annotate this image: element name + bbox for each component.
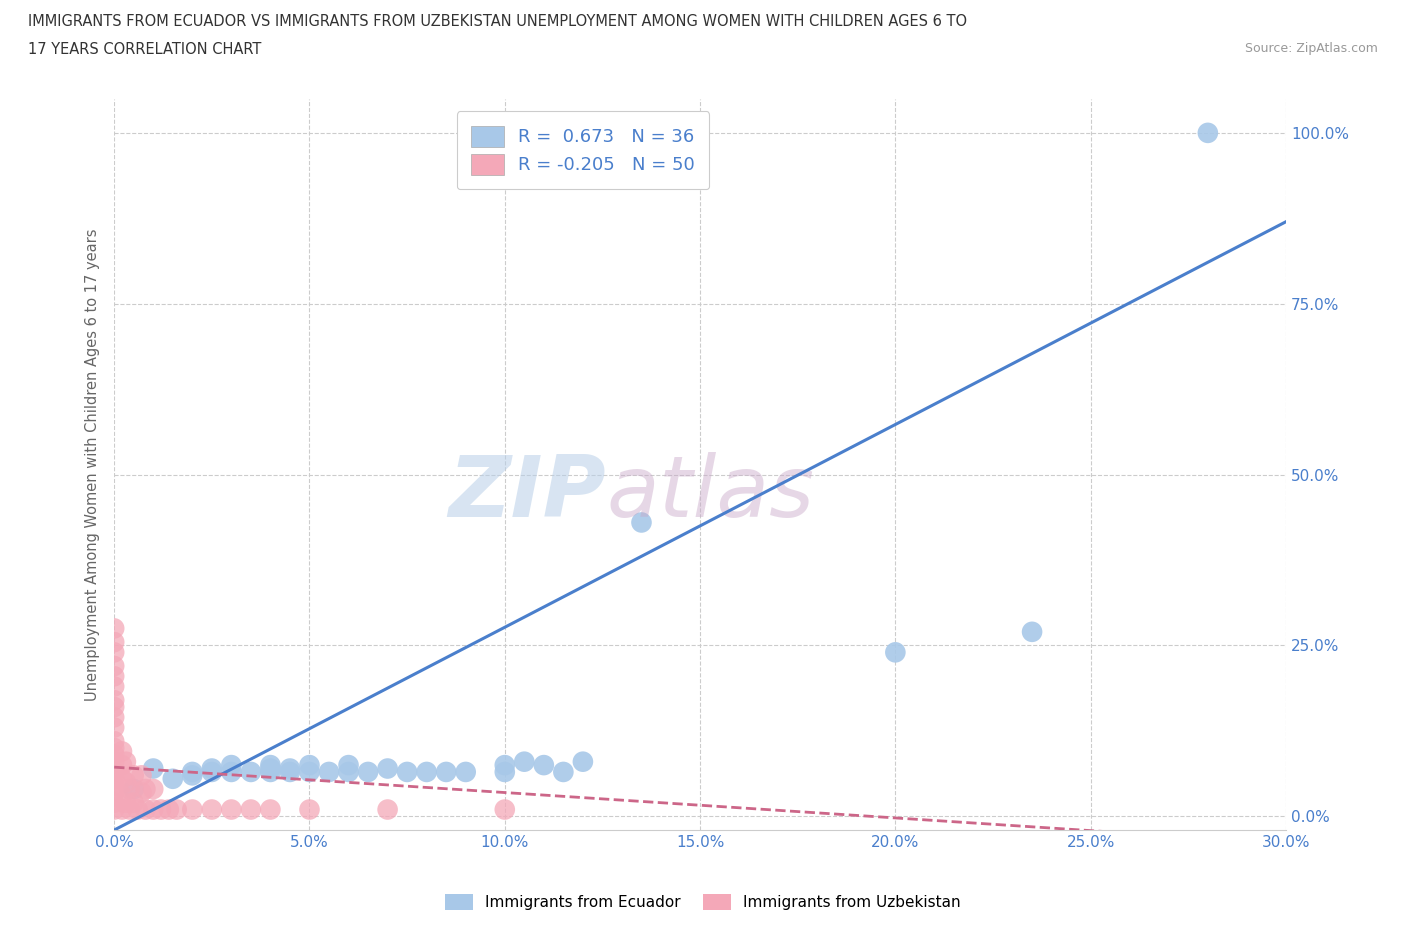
Point [494, 764, 516, 779]
Point [134, 781, 156, 796]
Point [494, 802, 516, 817]
Point [415, 764, 437, 779]
Text: atlas: atlas [606, 452, 814, 535]
Point [111, 771, 134, 786]
Point [115, 795, 138, 810]
Point [111, 802, 134, 817]
Point [150, 802, 173, 817]
Point [131, 768, 153, 783]
Point [884, 644, 907, 659]
Point [221, 758, 243, 773]
Point [103, 734, 125, 749]
Point [298, 758, 321, 773]
Point [103, 771, 125, 786]
Point [494, 758, 516, 773]
Point [201, 761, 224, 776]
Point [103, 778, 125, 793]
Point [122, 768, 145, 783]
Point [103, 669, 125, 684]
Point [111, 789, 134, 804]
Text: Source: ZipAtlas.com: Source: ZipAtlas.com [1244, 42, 1378, 55]
Point [142, 781, 165, 796]
Point [553, 764, 575, 779]
Point [377, 802, 399, 817]
Point [533, 758, 555, 773]
Point [142, 802, 165, 817]
Legend: Immigrants from Ecuador, Immigrants from Uzbekistan: Immigrants from Ecuador, Immigrants from… [437, 886, 969, 918]
Point [201, 764, 224, 779]
Point [103, 720, 125, 735]
Point [181, 764, 204, 779]
Point [1021, 624, 1043, 639]
Y-axis label: Unemployment Among Women with Children Ages 6 to 17 years: Unemployment Among Women with Children A… [86, 228, 100, 700]
Point [122, 781, 145, 796]
Point [513, 754, 536, 769]
Point [221, 802, 243, 817]
Point [318, 764, 340, 779]
Point [157, 802, 180, 817]
Point [630, 515, 652, 530]
Point [396, 764, 419, 779]
Point [115, 754, 138, 769]
Point [103, 785, 125, 800]
Point [131, 785, 153, 800]
Point [357, 764, 380, 779]
Text: 17 YEARS CORRELATION CHART: 17 YEARS CORRELATION CHART [28, 42, 262, 57]
Point [166, 802, 188, 817]
Point [259, 802, 281, 817]
Point [239, 764, 262, 779]
Point [259, 758, 281, 773]
Point [103, 764, 125, 779]
Point [181, 802, 204, 817]
Point [103, 754, 125, 769]
Point [103, 699, 125, 714]
Point [103, 795, 125, 810]
Point [298, 764, 321, 779]
Point [103, 748, 125, 763]
Point [337, 758, 360, 773]
Point [221, 764, 243, 779]
Point [103, 644, 125, 659]
Point [1197, 126, 1219, 140]
Point [259, 764, 281, 779]
Point [127, 802, 149, 817]
Point [111, 744, 134, 759]
Point [103, 658, 125, 673]
Legend: R =  0.673   N = 36, R = -0.205   N = 50: R = 0.673 N = 36, R = -0.205 N = 50 [457, 112, 709, 189]
Point [103, 679, 125, 694]
Point [239, 802, 262, 817]
Point [103, 802, 125, 817]
Point [434, 764, 457, 779]
Point [103, 693, 125, 708]
Point [142, 761, 165, 776]
Point [118, 802, 141, 817]
Point [103, 710, 125, 724]
Point [278, 764, 301, 779]
Point [337, 764, 360, 779]
Point [134, 802, 156, 817]
Text: ZIP: ZIP [449, 452, 606, 535]
Point [118, 781, 141, 796]
Point [122, 795, 145, 810]
Point [111, 758, 134, 773]
Point [162, 771, 184, 786]
Text: IMMIGRANTS FROM ECUADOR VS IMMIGRANTS FROM UZBEKISTAN UNEMPLOYMENT AMONG WOMEN W: IMMIGRANTS FROM ECUADOR VS IMMIGRANTS FR… [28, 14, 967, 29]
Point [103, 621, 125, 636]
Point [103, 634, 125, 649]
Point [572, 754, 595, 769]
Point [298, 802, 321, 817]
Point [103, 740, 125, 755]
Point [201, 802, 224, 817]
Point [377, 761, 399, 776]
Point [278, 761, 301, 776]
Point [181, 768, 204, 783]
Point [454, 764, 477, 779]
Point [115, 775, 138, 790]
Point [259, 761, 281, 776]
